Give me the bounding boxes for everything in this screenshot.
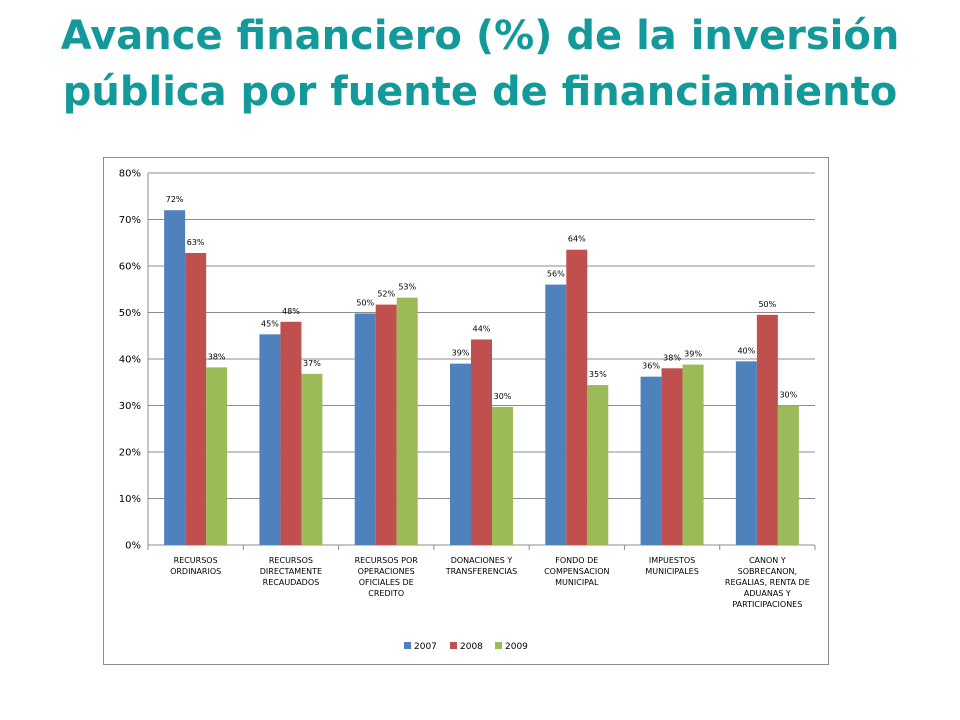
data-label: 64%: [568, 235, 586, 244]
legend-swatch-2009: [495, 642, 502, 649]
data-label: 44%: [473, 324, 491, 333]
y-tick-label: 20%: [119, 448, 141, 459]
bar-2009: [682, 364, 704, 545]
data-label: 39%: [684, 350, 702, 359]
data-label: 50%: [758, 300, 776, 309]
data-label: 37%: [303, 359, 321, 368]
data-label: 63%: [187, 238, 205, 247]
y-tick-label: 0%: [125, 541, 141, 552]
x-category-label: OFICIALES DE: [359, 578, 414, 587]
data-label: 50%: [356, 298, 374, 307]
bar-2008: [756, 314, 778, 545]
data-label: 45%: [261, 319, 279, 328]
bar-2008: [566, 249, 588, 545]
data-label: 72%: [166, 195, 184, 204]
slide-title-line-1: Avance financiero (%) de la inversión: [60, 13, 900, 59]
x-category-label: COMPENSACION: [544, 567, 609, 576]
y-tick-label: 60%: [119, 262, 141, 273]
bar-2007: [450, 363, 471, 545]
legend-swatch-2007: [404, 642, 411, 649]
bar-2007: [354, 313, 376, 545]
legend-label: 2009: [505, 642, 528, 652]
x-category-label: CANON Y: [749, 556, 786, 565]
data-label: 39%: [452, 349, 470, 358]
y-tick-label: 70%: [119, 215, 141, 226]
bar-2008: [375, 304, 397, 545]
x-category-label: TRANSFERENCIAS: [445, 567, 517, 576]
bar-2007: [640, 376, 662, 545]
data-label: 53%: [398, 283, 416, 292]
bar-2008: [280, 321, 302, 545]
bar-chart: 0% 10% 20% 30% 40% 50% 60% 70% 80% 72% 45% 50% 39% 56…: [119, 169, 816, 652]
y-tick-label: 30%: [119, 401, 141, 412]
legend-label: 2008: [460, 642, 483, 652]
x-category-label: REGALIAS, RENTA DE: [725, 578, 810, 587]
data-label: 56%: [547, 270, 565, 279]
data-label: 30%: [494, 392, 512, 401]
x-category-label: RECURSOS: [269, 556, 313, 565]
bar-2008: [471, 339, 492, 545]
x-category-label: MUNICIPALES: [645, 567, 698, 576]
bar-2009: [206, 367, 228, 545]
x-category-label: CREDITO: [368, 589, 404, 598]
data-label: 36%: [642, 362, 660, 371]
bar-2007: [545, 284, 567, 545]
bar-2007: [735, 361, 757, 545]
x-category-label: PARTICIPACIONES: [732, 600, 802, 609]
bar-2009: [587, 385, 609, 545]
data-label: 52%: [377, 290, 395, 299]
bar-2009: [396, 297, 418, 545]
legend-label: 2007: [414, 642, 437, 652]
data-label: 40%: [737, 346, 755, 355]
slide-title-line-2: pública por fuente de financiamiento: [62, 69, 898, 115]
y-tick-label: 10%: [119, 494, 141, 505]
x-category-label: ORDINARIOS: [170, 567, 221, 576]
data-label: 48%: [282, 307, 300, 316]
x-category-label: SOBRECANON,: [738, 567, 797, 576]
x-category-label: DIRECTAMENTE: [260, 567, 322, 576]
x-category-label: RECURSOS: [174, 556, 218, 565]
bar-2009: [301, 373, 323, 545]
bar-2008: [661, 368, 683, 545]
chart-frame: 0% 10% 20% 30% 40% 50% 60% 70% 80% 72% 45% 50% 39% 56…: [103, 157, 829, 665]
y-tick-label: 40%: [119, 355, 141, 366]
x-category-label: IMPUESTOS: [649, 556, 695, 565]
y-tick-label: 80%: [119, 169, 141, 180]
x-category-label: DONACIONES Y: [451, 556, 513, 565]
x-category-label: ADUANAS Y: [744, 589, 791, 598]
data-label: 30%: [779, 391, 797, 400]
x-category-label: FONDO DE: [555, 556, 598, 565]
x-category-label: RECURSOS POR: [355, 556, 419, 565]
data-label: 38%: [208, 352, 226, 361]
slide-title: Avance financiero (%) de la inversión pú…: [0, 8, 960, 120]
bar-2007: [259, 334, 281, 545]
x-category-label: OPERACIONES: [358, 567, 415, 576]
bar-2007: [164, 210, 186, 545]
x-category-label: MUNICIPAL: [555, 578, 599, 587]
x-category-label: RECAUDADOS: [263, 578, 320, 587]
bar-2008: [185, 252, 207, 545]
bar-2009: [777, 405, 799, 545]
data-label: 38%: [663, 353, 681, 362]
y-tick-label: 50%: [119, 308, 141, 319]
data-label: 35%: [589, 370, 607, 379]
bar-2009: [492, 406, 513, 545]
legend-swatch-2008: [450, 642, 457, 649]
